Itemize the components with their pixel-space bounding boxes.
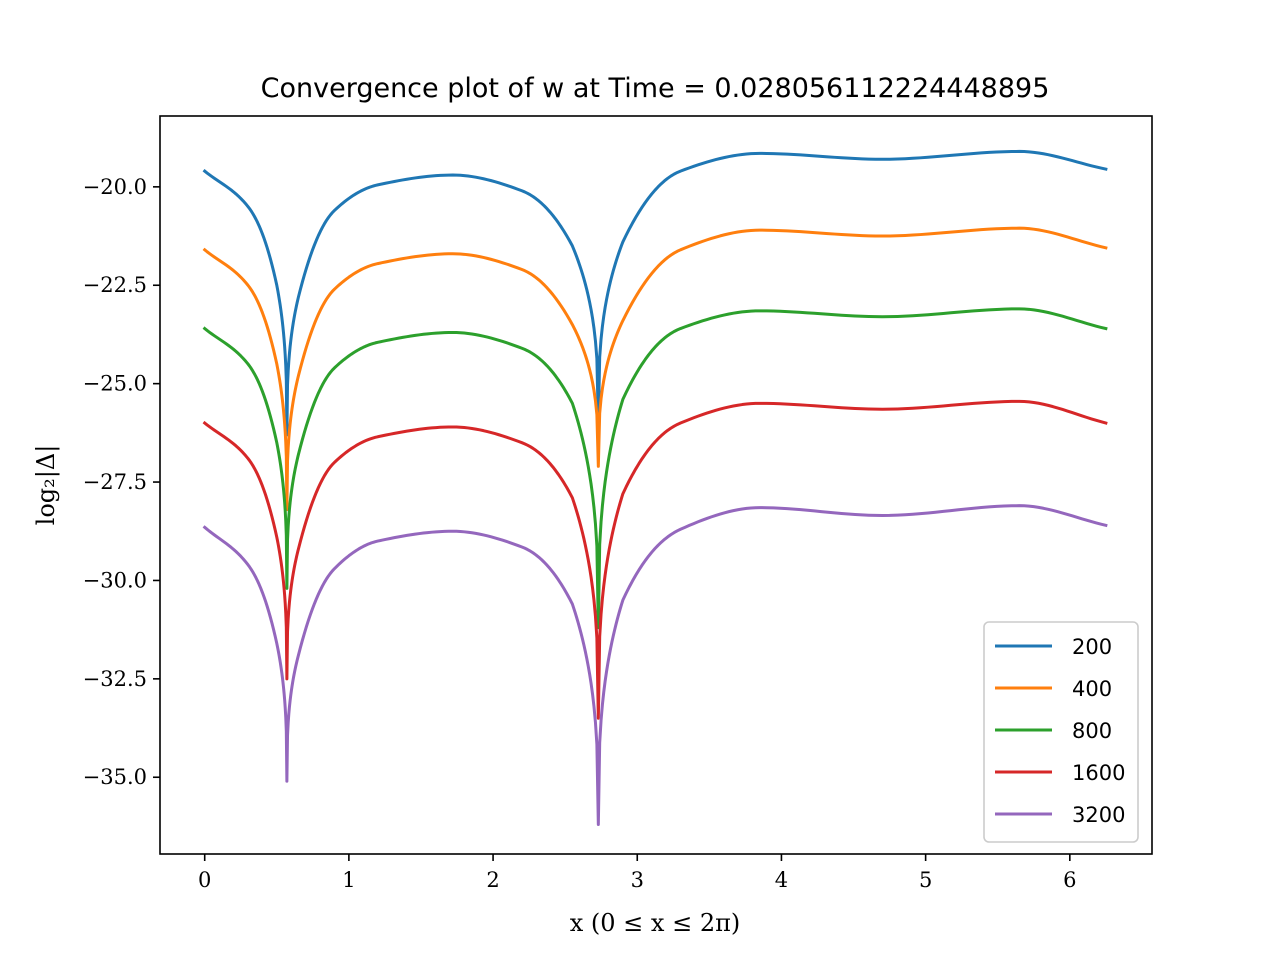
legend-box bbox=[983, 621, 1139, 843]
series-line-1600 bbox=[202, 399, 1108, 720]
y-tick-label: −20.0 bbox=[83, 175, 147, 199]
y-axis-label: log₂|Δ| bbox=[32, 445, 61, 526]
x-axis: 0 1 2 3 4 5 6 bbox=[198, 854, 1077, 892]
y-tick-label: −30.0 bbox=[83, 568, 147, 592]
series-line-200 bbox=[202, 149, 1108, 437]
y-tick-label: −32.5 bbox=[83, 667, 147, 691]
series-layer bbox=[202, 149, 1108, 826]
x-tick-label: 4 bbox=[775, 868, 788, 892]
x-tick-label: 3 bbox=[631, 868, 644, 892]
y-tick-label: −25.0 bbox=[83, 372, 147, 396]
x-tick-label: 1 bbox=[342, 868, 355, 892]
legend-label-1600: 1600 bbox=[1072, 761, 1125, 785]
x-tick-label: 2 bbox=[486, 868, 499, 892]
legend-label-800: 800 bbox=[1072, 719, 1112, 743]
x-tick-label: 0 bbox=[198, 868, 211, 892]
y-tick-label: −27.5 bbox=[83, 470, 147, 494]
y-tick-label: −22.5 bbox=[83, 273, 147, 297]
x-tick-label: 6 bbox=[1063, 868, 1076, 892]
plot-frame bbox=[159, 115, 1153, 855]
series-line-800 bbox=[202, 307, 1108, 630]
y-tick-label: −35.0 bbox=[83, 765, 147, 789]
chart-title: Convergence plot of w at Time = 0.028056… bbox=[261, 73, 1050, 104]
series-line-400 bbox=[202, 226, 1108, 512]
series-line-3200 bbox=[202, 504, 1108, 826]
legend: 200 400 800 1600 3200 bbox=[983, 621, 1139, 843]
x-axis-label: x (0 ≤ x ≤ 2π) bbox=[570, 909, 740, 937]
legend-label-200: 200 bbox=[1072, 635, 1112, 659]
x-tick-label: 5 bbox=[919, 868, 932, 892]
legend-label-3200: 3200 bbox=[1072, 803, 1125, 827]
y-axis: −20.0 −22.5 −25.0 −27.5 −30.0 −32.5 −35.0 bbox=[83, 175, 160, 789]
legend-label-400: 400 bbox=[1072, 677, 1112, 701]
